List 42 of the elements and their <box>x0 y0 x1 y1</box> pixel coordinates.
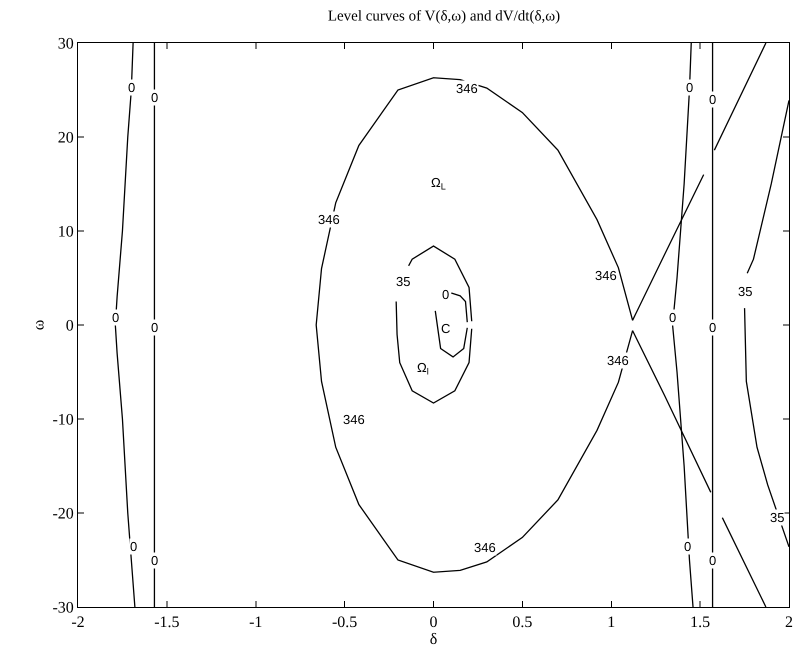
annotation: 0 <box>442 287 450 302</box>
annotation: 346 <box>607 353 629 368</box>
annotation: 0 <box>112 310 120 325</box>
x-tick-label: -1.5 <box>154 614 180 632</box>
annotation: 0 <box>151 90 158 105</box>
annotation: 346 <box>474 540 496 555</box>
annotation: 35 <box>770 510 784 525</box>
annotation: 346 <box>343 412 365 427</box>
x-tick-label: 0 <box>430 614 438 632</box>
annotation: Ω$_{L}$ <box>431 175 446 192</box>
y-tick-label: -10 <box>52 412 74 429</box>
annotation: 346 <box>595 268 617 283</box>
annotation: 0 <box>151 553 158 568</box>
annotation: 0 <box>669 310 676 325</box>
annotation: 0 <box>151 320 158 335</box>
annotation: Ω$_{l}$ <box>417 360 429 377</box>
x-tick-label: 1 <box>607 614 616 632</box>
annotation: 346 <box>456 81 478 96</box>
x-axis-title: δ <box>430 631 438 648</box>
x-tick-label: 0.5 <box>512 614 532 632</box>
annotation: 0 <box>709 92 716 107</box>
y-tick-label: 30 <box>58 36 74 53</box>
annotation: 35 <box>738 284 752 299</box>
x-tick-label: -1 <box>249 614 262 632</box>
y-tick-label: 20 <box>58 130 74 147</box>
y-tick-label: 0 <box>66 318 74 335</box>
annotation: 35 <box>396 274 410 289</box>
x-tick-label: 1.5 <box>690 614 710 632</box>
annotation: 0 <box>709 553 716 568</box>
y-axis-title: ω <box>30 320 48 330</box>
annotation: 0 <box>130 539 138 554</box>
annotation: 0 <box>709 320 716 335</box>
annotation: C <box>441 321 450 336</box>
y-tick-label: -20 <box>52 506 74 523</box>
chart-title: Level curves of V(δ,ω) and dV/dt(δ,ω) <box>328 8 560 24</box>
annotation: 0 <box>684 539 692 554</box>
annotation: 346 <box>318 212 340 227</box>
x-tick-label: -0.5 <box>332 614 358 632</box>
y-tick-label: -30 <box>52 600 74 617</box>
x-tick-label: 2 <box>785 614 793 632</box>
y-tick-label: 10 <box>58 224 74 241</box>
x-tick-label: -2 <box>71 614 85 632</box>
